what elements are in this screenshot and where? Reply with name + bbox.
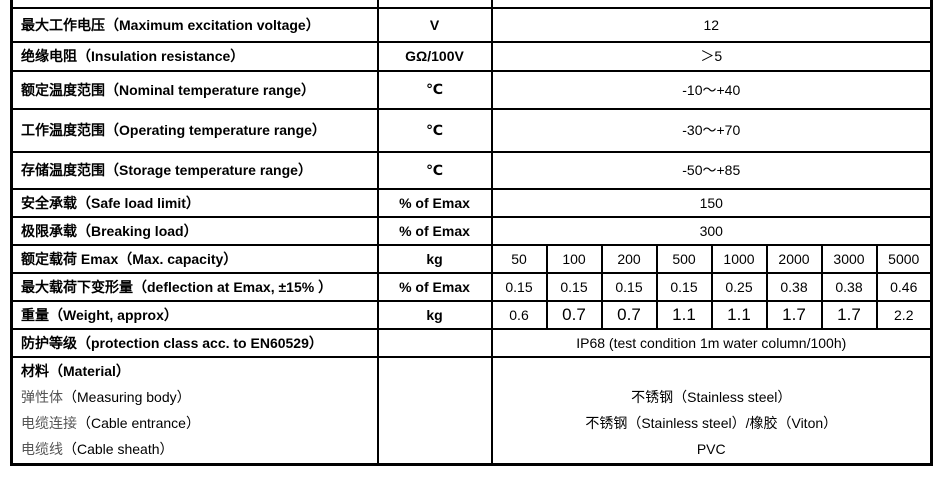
table-row: 最大工作电压（Maximum excitation voltage） V 12 (10, 6, 933, 43)
capacity-row: 额定载荷 Emax（Max. capacity） kg 50 100 200 500 1… (10, 243, 933, 274)
weight-cell: 1.1 (710, 299, 768, 330)
material-labels: 材料（Material） 弹性体（Measuring body） 电缆连接（Ca… (10, 355, 379, 466)
deflection-cell: 0.15 (655, 271, 713, 302)
row-label: 重量（Weight, approx） (10, 299, 379, 330)
row-unit: ℃ (376, 150, 493, 190)
weight-cell: 0.6 (490, 299, 548, 330)
capacity-cell: 100 (545, 243, 603, 274)
material-value: 不锈钢（Stainless steel）/橡胶（Viton） (585, 414, 838, 431)
row-label: 防护等级（protection class acc. to EN60529） (10, 327, 379, 358)
row-value: IP68 (test condition 1m water column/100… (490, 327, 933, 358)
table-row: 存储温度范围（Storage temperature range） ℃ -50～+8… (10, 150, 933, 190)
material-heading: 材料（Material） (21, 362, 130, 379)
material-item-label: 电缆连接（Cable entrance） (21, 414, 200, 431)
weight-cell: 1.1 (655, 299, 713, 330)
row-unit: % of Emax (376, 271, 493, 302)
row-unit: kg (376, 243, 493, 274)
row-label: 最大工作电压（Maximum excitation voltage） (10, 6, 379, 43)
weight-cell: 0.7 (545, 299, 603, 330)
material-value: PVC (696, 440, 726, 457)
weight-cell: 1.7 (765, 299, 823, 330)
row-unit: ℃ (376, 69, 493, 110)
row-value: -10～+40 (490, 69, 933, 110)
row-label: 存储温度范围（Storage temperature range） (10, 150, 379, 190)
deflection-cell: 0.38 (765, 271, 823, 302)
table-row-partial (10, 0, 933, 9)
deflection-row: 最大载荷下变形量（deflection at Emax, ±15% ） % of… (10, 271, 933, 302)
material-values: 不锈钢（Stainless steel） 不锈钢（Stainless steel… (490, 355, 933, 466)
deflection-cell: 0.38 (820, 271, 878, 302)
row-value: -30～+70 (490, 107, 933, 153)
weight-row: 重量（Weight, approx） kg 0.6 0.7 0.7 1.1 1.1 1.7… (10, 299, 933, 330)
capacity-cell: 50 (490, 243, 548, 274)
material-row: 材料（Material） 弹性体（Measuring body） 电缆连接（Ca… (10, 355, 933, 466)
capacity-cell: 3000 (820, 243, 878, 274)
row-label: 最大载荷下变形量（deflection at Emax, ±15% ） (10, 271, 379, 302)
deflection-cell: 0.15 (545, 271, 603, 302)
table-row: 极限承载（Breaking load）% of Emax 300 (10, 215, 933, 246)
capacity-cell: 200 (600, 243, 658, 274)
material-item-label: 电缆线（Cable sheath） (21, 440, 174, 457)
protection-row: 防护等级（protection class acc. to EN60529） I… (10, 327, 933, 358)
deflection-cell: 0.15 (600, 271, 658, 302)
row-value: 150 (490, 187, 933, 218)
row-label: 安全承载（Safe load limit） (10, 187, 379, 218)
row-unit (376, 327, 493, 358)
capacity-cell: 500 (655, 243, 713, 274)
capacity-cell: 1000 (710, 243, 768, 274)
row-label: 额定载荷 Emax（Max. capacity） (10, 243, 379, 274)
table-row: 安全承载（Safe load limit）% of Emax 150 (10, 187, 933, 218)
row-label: 额定温度范围（Nominal temperature range） (10, 69, 379, 110)
row-unit: % of Emax (376, 187, 493, 218)
row-label: 工作温度范围（Operating temperature range） (10, 107, 379, 153)
deflection-cell: 0.15 (490, 271, 548, 302)
row-value: 300 (490, 215, 933, 246)
table-row: 工作温度范围（Operating temperature range） ℃ -30～… (10, 107, 933, 153)
row-label: 极限承载（Breaking load） (10, 215, 379, 246)
table-row: 额定温度范围（Nominal temperature range） ℃ -10～+4… (10, 69, 933, 110)
row-value: ＞5 (490, 40, 933, 72)
row-unit: GΩ/100V (376, 40, 493, 72)
deflection-cell: 0.46 (875, 271, 933, 302)
table-row: 绝缘电阻（Insulation resistance） GΩ/100V ＞5 (10, 40, 933, 72)
row-value: -50～+85 (490, 150, 933, 190)
row-unit: kg (376, 299, 493, 330)
capacity-cell: 2000 (765, 243, 823, 274)
material-value: 不锈钢（Stainless steel） (631, 388, 792, 405)
weight-cell: 0.7 (600, 299, 658, 330)
capacity-cell: 5000 (875, 243, 933, 274)
row-value: 12 (490, 6, 933, 43)
deflection-cell: 0.25 (710, 271, 768, 302)
weight-cell: 2.2 (875, 299, 933, 330)
row-unit: V (376, 6, 493, 43)
spec-table: 最大工作电压（Maximum excitation voltage） V 12 绝缘… (10, 0, 933, 466)
material-item-label: 弹性体（Measuring body） (21, 388, 191, 405)
row-unit: % of Emax (376, 215, 493, 246)
row-label: 绝缘电阻（Insulation resistance） (10, 40, 379, 72)
weight-cell: 1.7 (820, 299, 878, 330)
row-unit: ℃ (376, 107, 493, 153)
